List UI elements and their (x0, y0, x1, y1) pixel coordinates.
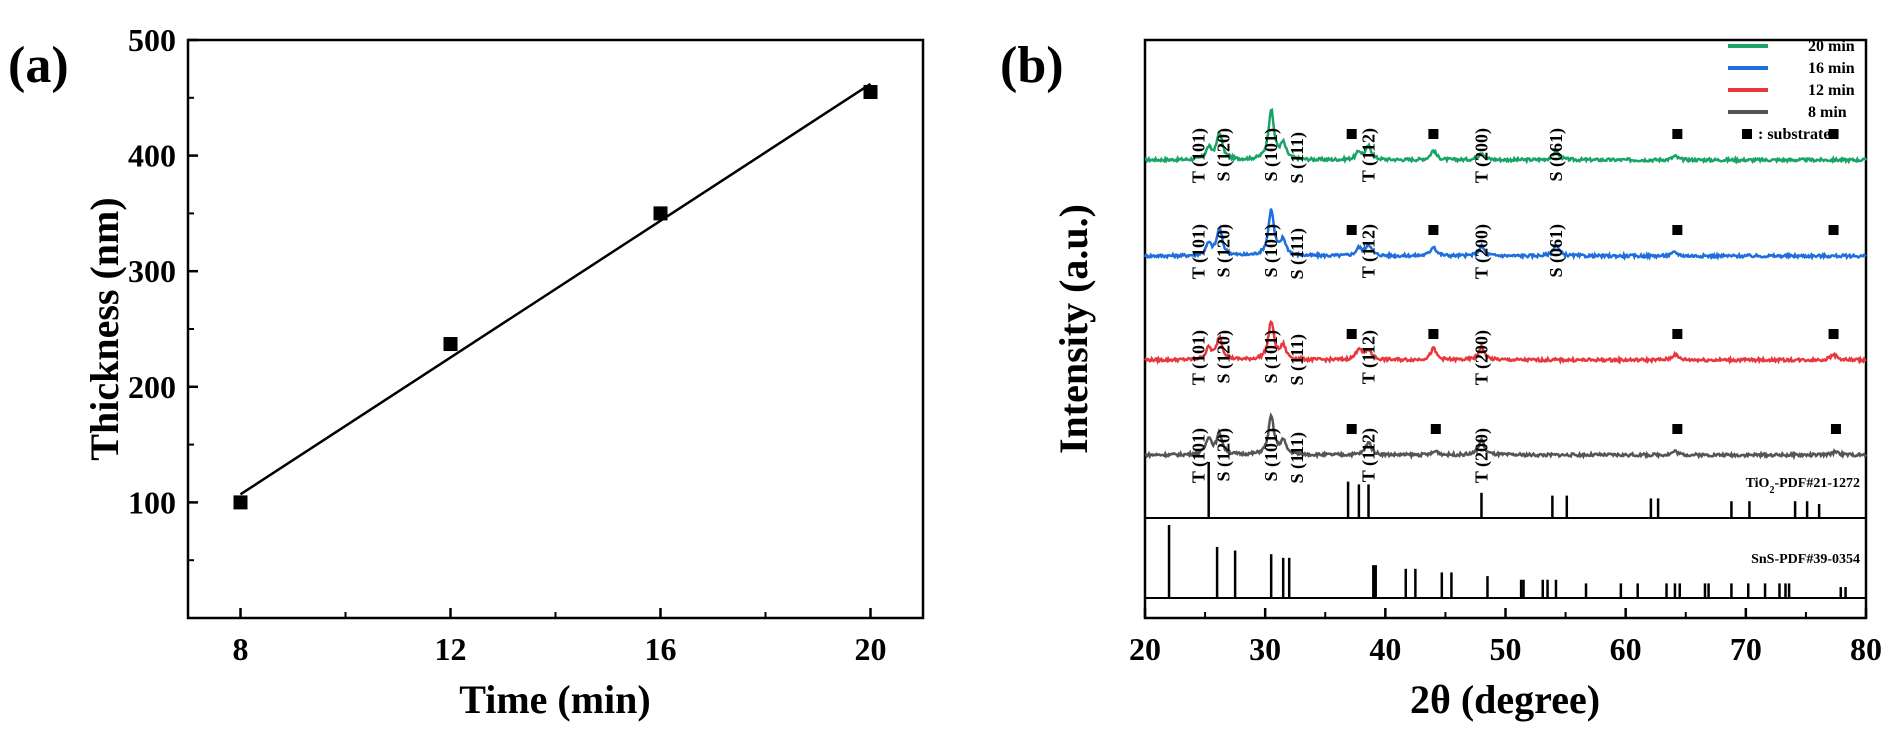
peak-label: S (101) (1261, 128, 1282, 182)
substrate-marker (1428, 129, 1439, 139)
xrd-series-line (1144, 412, 1868, 461)
substrate-marker (1830, 424, 1841, 434)
x-tick-label-b: 60 (1610, 631, 1642, 667)
axis-ticks-a: 8 12 16 20 100 200 300 400 500 (128, 22, 887, 667)
substrate-marker (1428, 329, 1439, 339)
substrate-marker (1828, 225, 1839, 235)
xrd-series-line (1144, 108, 1868, 165)
xrd-series: T (101) S (120) S (101) S (111) T (112) T (20… (1143, 108, 1868, 484)
x-tick-label-b: 30 (1249, 631, 1281, 667)
substrate-marker (1346, 329, 1357, 339)
substrate-marker (1428, 225, 1439, 235)
fit-line-a (239, 82, 872, 496)
x-tick-label-b: 50 (1490, 631, 1522, 667)
peak-label: T (200) (1472, 428, 1493, 483)
peak-label: T (101) (1189, 224, 1210, 279)
data-point (653, 206, 668, 221)
x-tick-label-b: 70 (1730, 631, 1762, 667)
peak-label: S (120) (1214, 128, 1235, 182)
y-tick-label-a: 300 (128, 253, 176, 289)
peak-label: T (112) (1359, 330, 1380, 384)
panel-a-letter: (a) (8, 37, 69, 94)
legend-label: 16 min (1808, 60, 1855, 77)
axis-ticks-b: 20 30 40 50 60 70 80 (1129, 608, 1882, 667)
data-point (863, 85, 878, 100)
peak-label: T (112) (1359, 224, 1380, 278)
peak-label: S (111) (1287, 334, 1308, 386)
peak-label: S (111) (1287, 228, 1308, 280)
x-axis-title-b: 2θ (degree) (1410, 677, 1600, 722)
plot-frame-a (186, 38, 925, 620)
x-tick-label-b: 40 (1369, 631, 1401, 667)
xrd-series-line (1144, 319, 1867, 365)
y-axis-title-b: Intensity (a.u.) (1051, 204, 1096, 454)
peak-label: T (112) (1359, 128, 1380, 182)
y-tick-label-a: 500 (128, 22, 176, 58)
peak-label: S (120) (1214, 330, 1235, 384)
panel-b-letter: (b) (1000, 37, 1064, 94)
peak-label: T (200) (1472, 128, 1493, 183)
peak-label: S (120) (1214, 224, 1235, 278)
peak-label: S (101) (1261, 330, 1282, 384)
x-tick-label-b: 20 (1129, 631, 1161, 667)
substrate-marker (1672, 225, 1683, 235)
peak-label: S (101) (1261, 428, 1282, 482)
legend-label: : substrate (1758, 126, 1830, 143)
substrate-marker (1828, 329, 1839, 339)
legend-label: 20 min (1808, 38, 1855, 55)
peak-label: T (101) (1189, 128, 1210, 183)
linear-fit-line (239, 82, 872, 496)
peak-label: T (200) (1472, 330, 1493, 385)
x-tick-label-b: 80 (1850, 631, 1882, 667)
legend: 20 min 16 min 12 min 8 min : substrate (1728, 38, 1855, 143)
legend-marker-substrate (1742, 129, 1752, 139)
thickness-vs-time-chart: 8 12 16 20 100 200 300 400 500 Time (min) Thickn… (82, 22, 925, 722)
x-tick-label-a: 16 (645, 631, 677, 667)
peak-label: S (120) (1214, 428, 1235, 482)
data-point (233, 495, 248, 510)
peak-label: S (061) (1546, 128, 1567, 182)
legend-label: 8 min (1808, 104, 1847, 121)
peak-label: T (101) (1189, 330, 1210, 385)
peak-label: S (111) (1287, 132, 1308, 184)
substrate-marker (1430, 424, 1441, 434)
x-tick-label-a: 20 (855, 631, 887, 667)
x-tick-label-a: 12 (435, 631, 467, 667)
peak-label: T (200) (1472, 224, 1493, 279)
peak-label: S (061) (1546, 224, 1567, 278)
substrate-marker (1828, 129, 1839, 139)
substrate-marker (1346, 129, 1357, 139)
reference-label: TiO2-PDF#21-1272 (1746, 476, 1860, 496)
peak-label: T (112) (1359, 428, 1380, 482)
peak-label: T (101) (1189, 428, 1210, 483)
data-point (443, 337, 458, 352)
y-tick-label-a: 400 (128, 138, 176, 174)
legend-label: 12 min (1808, 82, 1855, 99)
reference-label: SnS-PDF#39-0354 (1751, 552, 1860, 567)
y-tick-label-a: 100 (128, 484, 176, 520)
substrate-marker (1672, 329, 1683, 339)
x-axis-title-a: Time (min) (459, 677, 650, 722)
y-axis-title-a: Thickness (nm) (82, 197, 127, 460)
substrate-marker (1346, 225, 1357, 235)
data-points-a (233, 85, 878, 510)
substrate-marker (1346, 424, 1357, 434)
y-tick-label-a: 200 (128, 369, 176, 405)
xrd-series-line (1143, 208, 1867, 261)
peak-label: S (111) (1287, 432, 1308, 484)
reference-patterns: TiO2-PDF#21-1272 SnS-PDF#39-0354 (1145, 462, 1866, 599)
substrate-marker (1672, 424, 1683, 434)
xrd-chart: 20 30 40 50 60 70 80 TiO2-PDF#21-1272 SnS-PDF#3… (1051, 38, 1882, 722)
x-tick-label-a: 8 (233, 631, 249, 667)
peak-label: S (101) (1261, 224, 1282, 278)
substrate-marker (1672, 129, 1683, 139)
